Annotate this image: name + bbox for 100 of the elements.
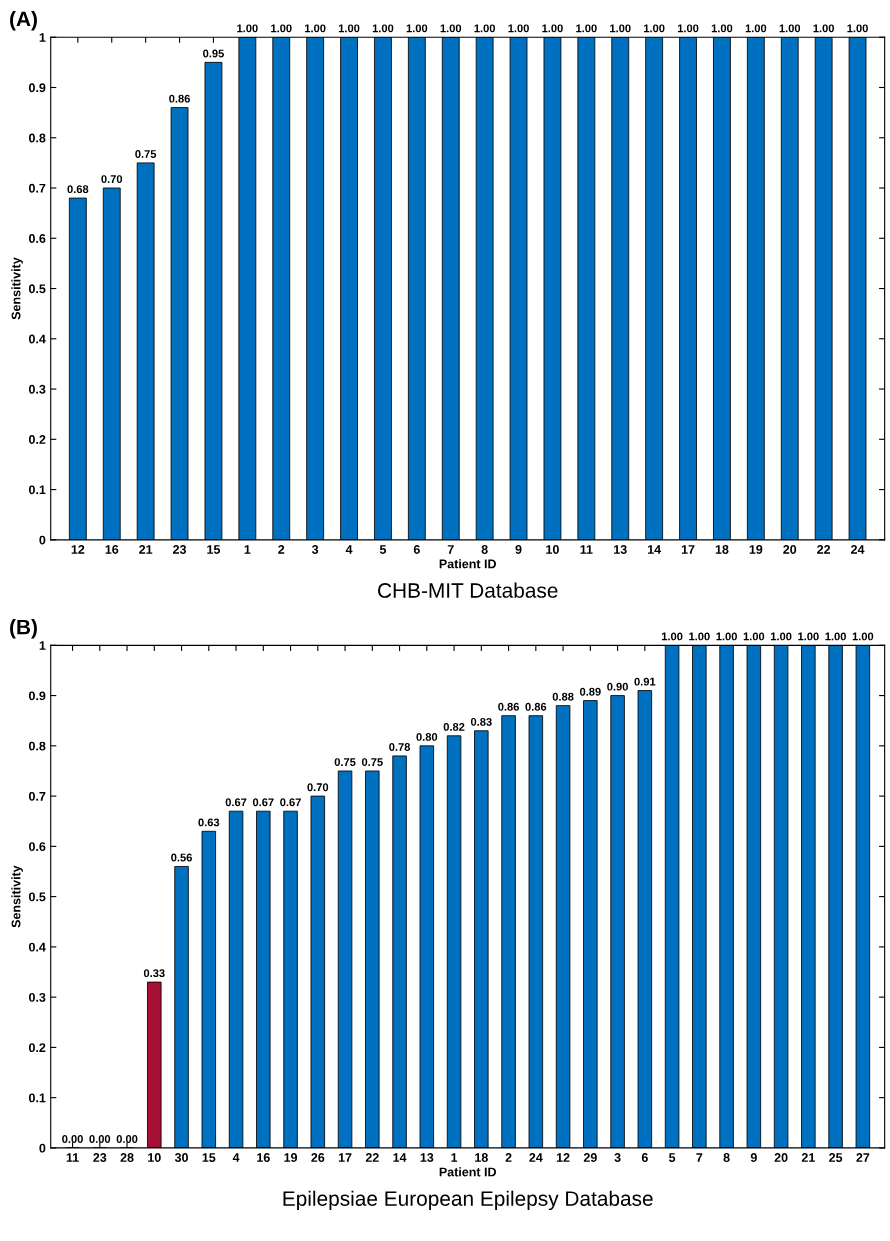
data-label: 0.88 [552, 692, 574, 701]
x-tick-label: 10 [148, 1153, 161, 1162]
data-label: 0.67 [225, 798, 247, 807]
data-label: 0.86 [169, 94, 190, 103]
x-tick-label: 1 [451, 1153, 458, 1162]
data-label: 0.75 [135, 150, 157, 158]
x-tick-label: 30 [174, 1153, 188, 1162]
data-label: 1.00 [644, 24, 665, 33]
x-tick-label: 24 [529, 1153, 543, 1162]
data-label: 1.00 [406, 24, 428, 33]
data-label: 0.86 [525, 702, 547, 711]
data-label: 1.00 [716, 632, 737, 641]
data-label: 0.75 [334, 758, 356, 766]
chart-title: (B) [10, 619, 37, 639]
data-label: 1.00 [440, 24, 462, 33]
data-label: 1.00 [743, 632, 765, 641]
x-tick-label: 26 [311, 1153, 325, 1162]
x-axis-title: Patient ID [439, 1167, 496, 1177]
data-label: 0.63 [198, 818, 220, 827]
data-label: 1.00 [825, 632, 846, 641]
y-tick-label: 0.5 [28, 892, 46, 902]
data-label: 0.68 [67, 185, 89, 194]
x-tick-label: 18 [475, 1153, 488, 1162]
y-tick-label: 0.3 [28, 992, 46, 1002]
x-tick-label: 24 [851, 545, 865, 554]
x-tick-label: 6 [641, 1153, 648, 1162]
x-tick-label: 4 [232, 1153, 240, 1162]
x-tick-label: 8 [481, 545, 488, 554]
data-label: 1.00 [770, 632, 792, 641]
y-tick-label: 0.4 [28, 334, 46, 344]
x-tick-label: 27 [856, 1153, 870, 1162]
x-tick-label: 19 [749, 545, 763, 554]
data-label: 1.00 [576, 24, 597, 33]
x-tick-label: 5 [379, 545, 387, 554]
data-label: 1.00 [852, 632, 874, 641]
text: Epilepsiae European Epilepsy Database [283, 1190, 653, 1211]
y-tick-label: 0.1 [28, 485, 46, 495]
data-label: 0.78 [389, 743, 411, 751]
data-label: 1.00 [372, 24, 394, 33]
y-tick-label: 0.2 [28, 435, 46, 444]
y-tick-label: 0 [39, 535, 46, 545]
data-label: 0.33 [143, 969, 165, 978]
x-tick-label: 11 [66, 1153, 79, 1162]
data-label: 0.56 [171, 853, 192, 862]
data-label: 1.00 [271, 24, 292, 33]
data-label: 0.83 [470, 717, 492, 726]
data-label: 1.00 [779, 24, 801, 33]
x-tick-label: 15 [202, 1153, 216, 1162]
y-tick-label: 0.6 [28, 842, 46, 852]
chart-title: (A) [10, 11, 37, 31]
x-tick-label: 8 [723, 1153, 730, 1162]
x-tick-label: 15 [207, 545, 221, 554]
data-label: 1.00 [610, 24, 631, 33]
x-tick-label: 20 [774, 1153, 788, 1162]
data-label: 0.75 [361, 758, 383, 766]
x-tick-label: 9 [750, 1153, 757, 1162]
x-tick-label: 16 [257, 1153, 270, 1162]
x-tick-label: 12 [556, 1153, 570, 1162]
y-tick-label: 0.7 [28, 791, 46, 801]
x-tick-label: 12 [71, 545, 85, 554]
x-tick-label: 18 [715, 545, 729, 554]
x-tick-label: 25 [829, 1153, 843, 1162]
x-tick-label: 16 [105, 545, 119, 554]
y-tick-label: 1 [39, 33, 46, 42]
data-label: 0.00 [116, 1135, 138, 1143]
data-label: 0.70 [307, 783, 329, 792]
text: CHB-MIT Database [378, 582, 558, 598]
data-label: 0.67 [252, 798, 274, 807]
x-tick-label: 11 [580, 545, 593, 554]
data-label: 1.00 [798, 632, 819, 641]
x-tick-label: 3 [614, 1153, 621, 1162]
data-label: 1.00 [661, 632, 683, 641]
data-label: 0.82 [443, 722, 465, 731]
x-tick-label: 5 [669, 1153, 676, 1162]
data-label: 0.90 [607, 682, 628, 691]
y-tick-label: 0.5 [28, 284, 46, 294]
y-tick-label: 0.7 [28, 183, 46, 193]
x-tick-label: 28 [120, 1153, 134, 1162]
x-tick-label: 7 [696, 1153, 703, 1162]
x-tick-label: 9 [515, 545, 522, 554]
x-tick-label: 14 [647, 545, 662, 554]
x-tick-label: 10 [546, 545, 559, 554]
x-tick-label: 2 [505, 1153, 512, 1162]
data-label: 1.00 [745, 24, 767, 33]
x-tick-label: 14 [393, 1153, 407, 1162]
x-tick-label: 17 [338, 1153, 352, 1162]
x-tick-label: 29 [583, 1153, 597, 1162]
data-label: 1.00 [689, 632, 710, 641]
x-tick-label: 20 [783, 545, 797, 554]
data-label: 1.00 [305, 24, 326, 33]
y-tick-label: 0.9 [28, 691, 46, 701]
x-tick-label: 19 [284, 1153, 298, 1162]
data-label: 1.00 [508, 24, 529, 33]
x-tick-label: 4 [345, 545, 353, 554]
data-label: 0.00 [62, 1135, 83, 1143]
x-tick-label: 22 [817, 545, 831, 554]
x-tick-label: 6 [413, 545, 420, 554]
y-tick-label: 0.6 [28, 234, 46, 243]
data-label: 1.00 [813, 24, 834, 33]
data-label: 0.86 [498, 702, 519, 711]
